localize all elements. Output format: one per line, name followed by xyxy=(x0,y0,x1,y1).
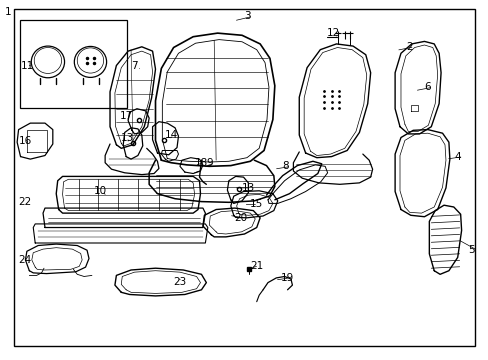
Bar xyxy=(20,20,127,108)
Text: 3: 3 xyxy=(244,11,251,21)
Text: 19: 19 xyxy=(281,273,294,283)
Text: 23: 23 xyxy=(173,276,186,287)
Text: 24: 24 xyxy=(19,255,32,265)
Text: 9: 9 xyxy=(206,158,213,168)
Text: 1: 1 xyxy=(5,6,12,17)
Text: 21: 21 xyxy=(250,261,263,271)
Text: 13: 13 xyxy=(242,183,255,193)
Text: 8: 8 xyxy=(282,161,289,171)
Text: 18: 18 xyxy=(194,158,207,168)
Ellipse shape xyxy=(74,46,106,77)
Text: 4: 4 xyxy=(454,152,461,162)
Text: 17: 17 xyxy=(120,111,133,121)
Text: 2: 2 xyxy=(405,42,412,52)
Text: 6: 6 xyxy=(424,82,430,92)
Text: 7: 7 xyxy=(131,60,138,71)
Text: 16: 16 xyxy=(19,136,32,146)
Text: 10: 10 xyxy=(94,186,107,196)
Text: 15: 15 xyxy=(249,199,262,210)
Text: 12: 12 xyxy=(326,28,339,38)
Text: 20: 20 xyxy=(234,213,247,223)
Ellipse shape xyxy=(31,46,64,78)
Text: 11: 11 xyxy=(20,60,34,71)
Text: 22: 22 xyxy=(19,197,32,207)
Text: 13: 13 xyxy=(121,132,134,143)
Text: 5: 5 xyxy=(468,245,474,255)
Text: 14: 14 xyxy=(165,130,178,140)
